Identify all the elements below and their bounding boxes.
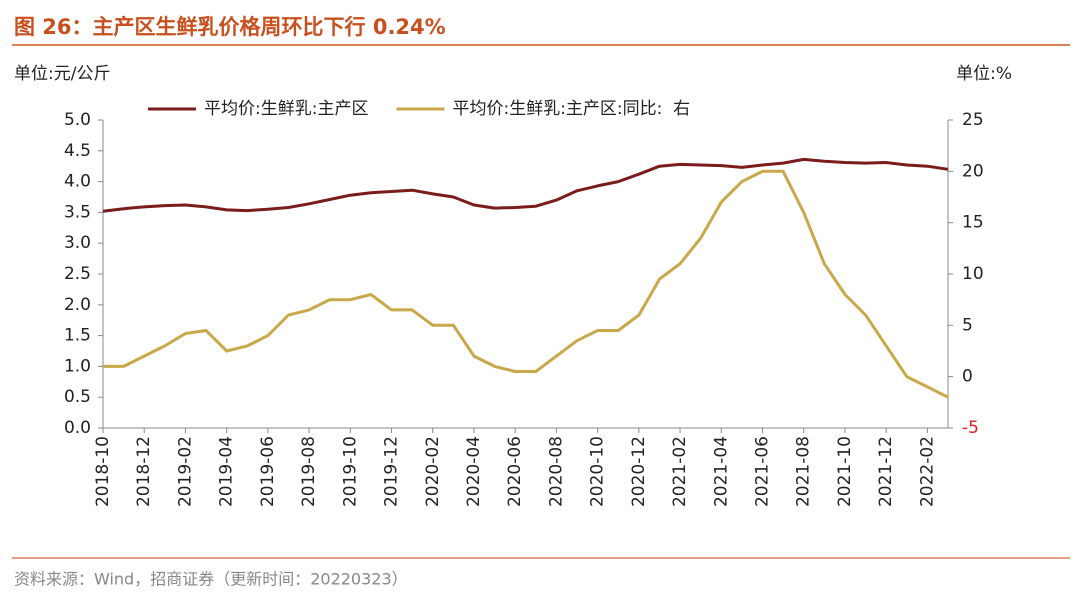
x-tick-label: 2021-06 xyxy=(753,436,773,507)
y2-tick-label: -5 xyxy=(962,418,979,438)
x-tick-label: 2020-06 xyxy=(505,436,525,507)
x-tick-label: 2018-12 xyxy=(134,436,154,507)
y-tick-label: 2.0 xyxy=(64,295,91,315)
y-tick-label: 0.5 xyxy=(64,387,91,407)
x-tick-label: 2020-02 xyxy=(423,436,443,507)
x-tick-label: 2020-10 xyxy=(588,436,608,507)
y-tick-label: 5.0 xyxy=(64,110,91,130)
source: 资料来源：Wind，招商证券（更新时间：20220323） xyxy=(14,570,408,589)
x-tick-label: 2019-10 xyxy=(340,436,360,507)
y2-tick-label: 15 xyxy=(962,213,984,233)
x-tick-label: 2019-12 xyxy=(382,436,402,507)
y-tick-label: 3.5 xyxy=(64,202,91,222)
y2-tick-label: 5 xyxy=(962,315,973,335)
y-tick-label: 1.5 xyxy=(64,326,91,346)
x-tick-label: 2020-08 xyxy=(546,436,566,507)
series-line xyxy=(103,169,949,399)
x-tick-label: 2022-02 xyxy=(917,436,937,507)
y2-tick-label: 20 xyxy=(962,161,984,181)
x-tick-label: 2021-04 xyxy=(711,436,731,507)
y2-tick-label: 0 xyxy=(962,367,973,387)
y-tick-label: 3.0 xyxy=(64,233,91,253)
y2-tick-label: 10 xyxy=(962,264,984,284)
y2-tick-label: 25 xyxy=(962,110,984,130)
y-tick-label: 2.5 xyxy=(64,264,91,284)
y-tick-label: 4.0 xyxy=(64,172,91,192)
y-tick-label: 1.0 xyxy=(64,356,91,376)
x-tick-label: 2019-08 xyxy=(299,436,319,507)
x-tick-label: 2021-08 xyxy=(794,436,814,507)
x-tick-label: 2018-10 xyxy=(93,436,113,507)
y2-unit: 单位:% xyxy=(956,64,1012,84)
x-tick-label: 2021-12 xyxy=(876,436,896,507)
x-tick-label: 2020-12 xyxy=(629,436,649,507)
x-tick-label: 2021-02 xyxy=(670,436,690,507)
x-tick-label: 2019-04 xyxy=(217,436,237,507)
y-tick-label: 4.5 xyxy=(64,141,91,161)
y-unit: 单位:元/公斤 xyxy=(14,64,110,84)
y-tick-label: 0.0 xyxy=(64,418,91,438)
legend-label: 平均价:生鲜乳:主产区:同比: 右 xyxy=(452,99,690,119)
x-tick-label: 2019-02 xyxy=(175,436,195,507)
legend-label: 平均价:生鲜乳:主产区 xyxy=(204,99,368,119)
x-tick-label: 2020-04 xyxy=(464,436,484,507)
chart-title: 图 26：主产区生鲜乳价格周环比下行 0.24% xyxy=(14,15,446,39)
x-tick-label: 2021-10 xyxy=(835,436,855,507)
x-tick-label: 2019-06 xyxy=(258,436,278,507)
series-line xyxy=(102,157,949,213)
